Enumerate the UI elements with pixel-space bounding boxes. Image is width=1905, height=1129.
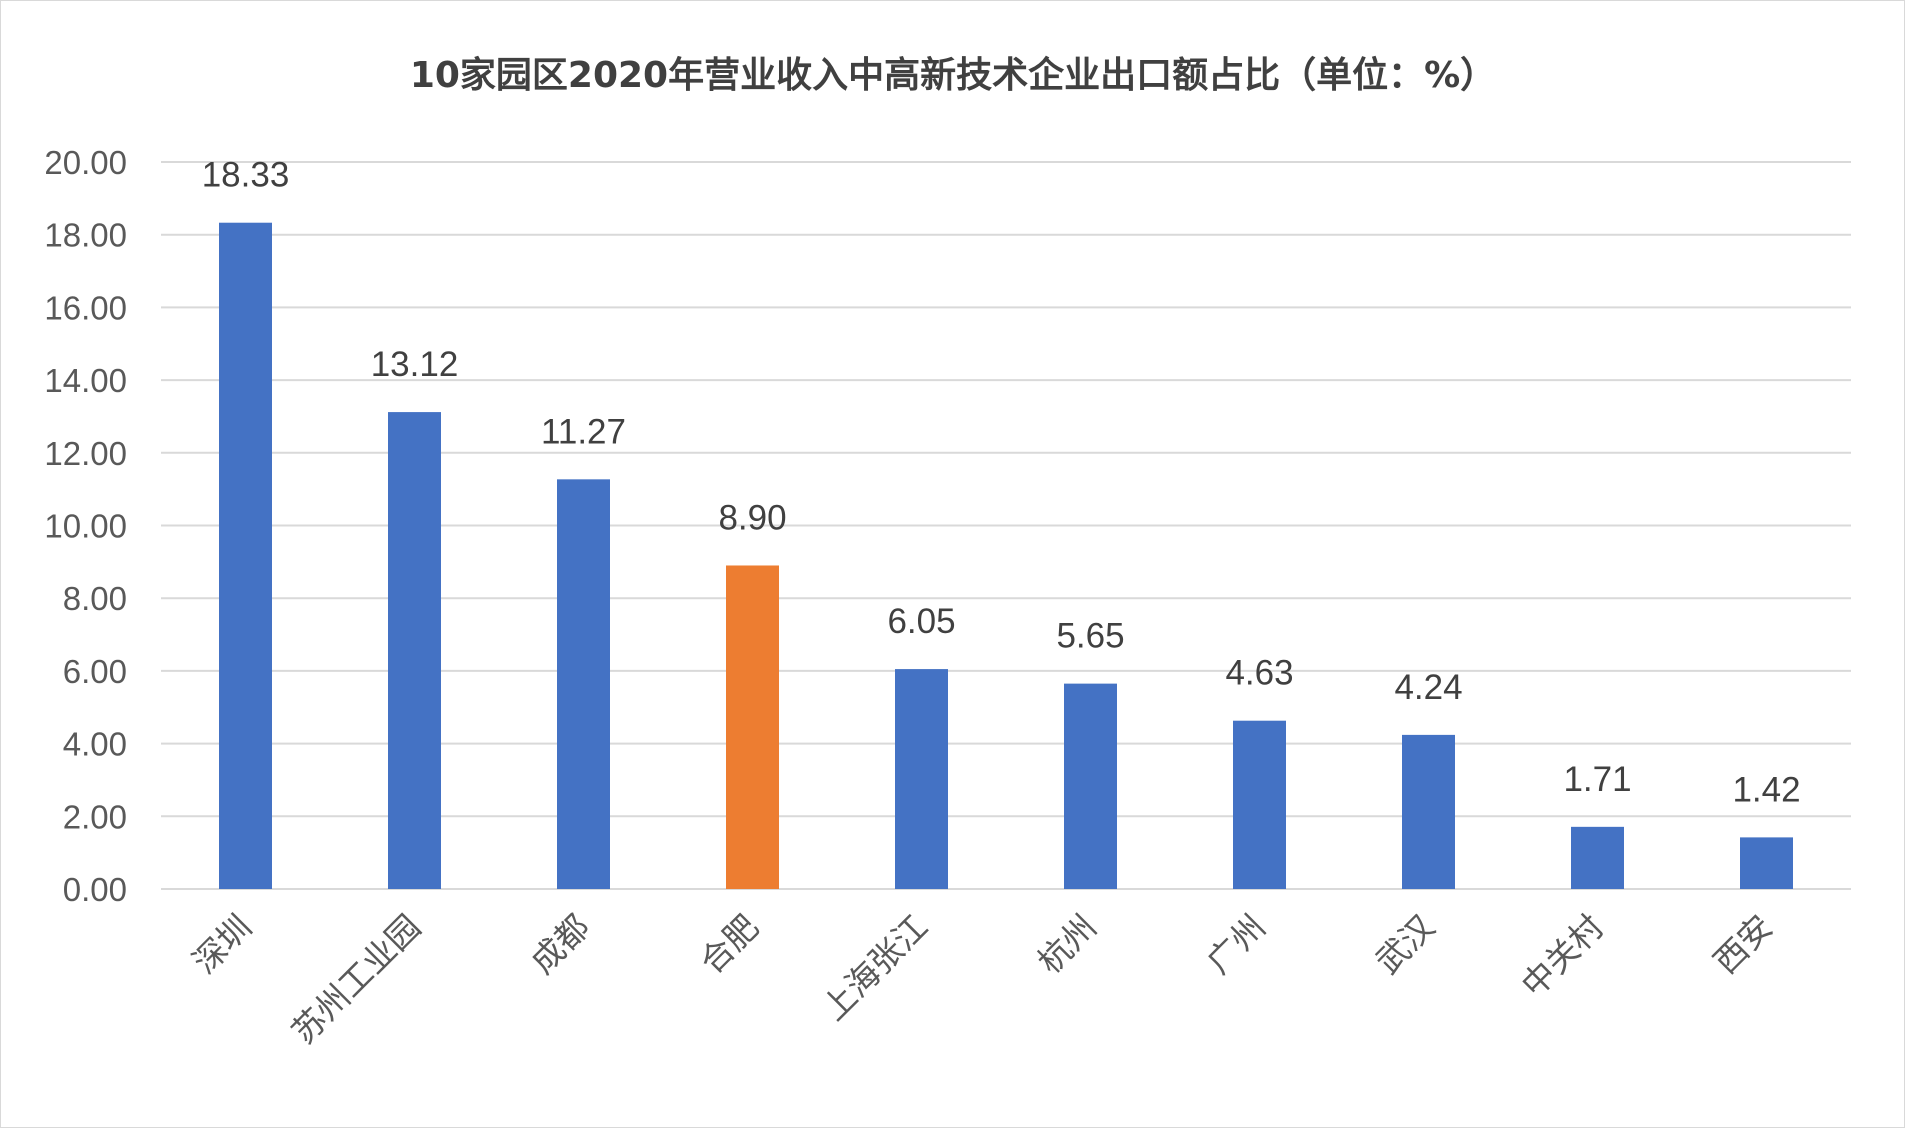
bar [1064, 683, 1117, 889]
bar [1233, 720, 1286, 889]
bar [1402, 734, 1455, 889]
bar [895, 669, 948, 889]
bar [219, 222, 272, 890]
x-tick-label: 广州 [1199, 907, 1273, 981]
data-label: 11.27 [541, 412, 626, 451]
chart-title: 10家园区2020年营业收入中高新技术企业出口额占比（单位：%） [410, 54, 1496, 96]
x-tick-label: 上海张江 [814, 907, 935, 1028]
y-tick-label: 4.00 [63, 726, 127, 763]
y-tick-label: 0.00 [63, 871, 127, 908]
data-label: 6.05 [887, 602, 955, 641]
y-tick-label: 6.00 [63, 653, 127, 690]
data-labels: 18.33 13.12 11.27 8.90 6.05 5.65 4.63 4.24 1.71 1… [202, 156, 1801, 810]
y-tick-label: 10.00 [44, 508, 127, 545]
x-tick-label: 西安 [1706, 907, 1780, 981]
y-tick-label: 2.00 [63, 798, 127, 835]
data-label: 4.63 [1225, 654, 1293, 693]
y-tick-label: 14.00 [44, 362, 127, 399]
x-tick-label: 苏州工业园 [284, 907, 428, 1051]
x-tick-label: 合肥 [692, 907, 766, 981]
x-axis-ticks: 深圳 苏州工业园 成都 合肥 上海张江 杭州 广州 武汉 中关村 西安 [185, 907, 1780, 1051]
x-tick-label: 成都 [523, 907, 597, 981]
bar [388, 412, 441, 889]
y-tick-label: 20.00 [44, 144, 127, 181]
bar [1571, 826, 1624, 889]
data-label: 1.71 [1563, 760, 1631, 799]
bar [726, 565, 779, 889]
bar [1740, 837, 1793, 889]
y-tick-label: 8.00 [63, 580, 127, 617]
bar [557, 479, 610, 889]
data-label: 1.42 [1732, 770, 1800, 809]
bars [219, 222, 1793, 890]
x-tick-label: 杭州 [1030, 907, 1104, 981]
data-label: 4.24 [1394, 668, 1462, 707]
data-label: 5.65 [1056, 617, 1124, 656]
data-label: 8.90 [718, 498, 786, 537]
y-tick-label: 12.00 [44, 435, 127, 472]
x-tick-label: 深圳 [185, 907, 259, 981]
x-tick-label: 中关村 [1514, 907, 1612, 1005]
x-tick-label: 武汉 [1368, 907, 1442, 981]
y-axis-ticks: 0.00 2.00 4.00 6.00 8.00 10.00 12.00 14.00 16.00… [44, 144, 127, 908]
y-tick-label: 16.00 [44, 289, 127, 326]
gridlines [161, 161, 1851, 890]
y-tick-label: 18.00 [44, 217, 127, 254]
data-label: 18.33 [202, 156, 290, 195]
data-label: 13.12 [371, 345, 459, 384]
